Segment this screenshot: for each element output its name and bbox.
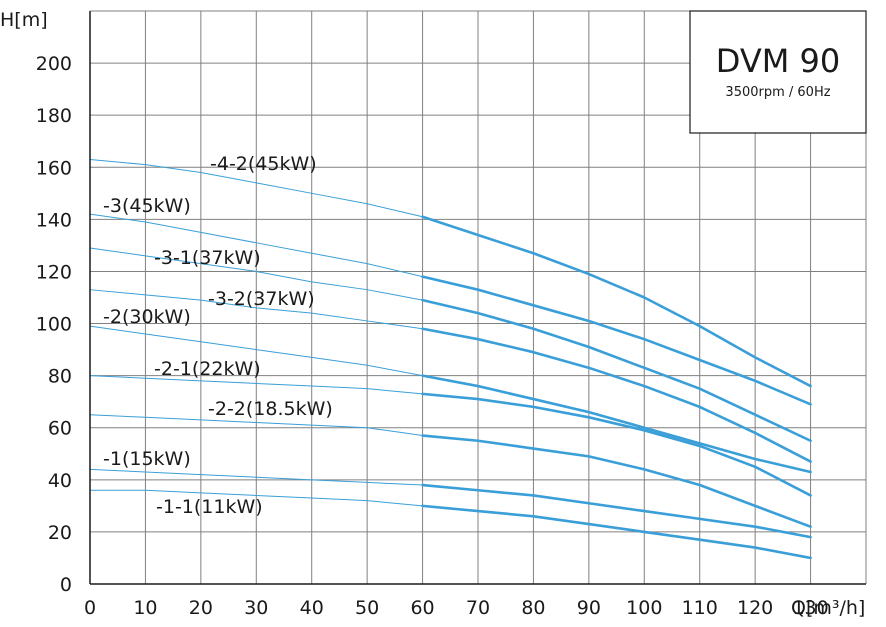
performance-curve-thin [89,158,423,218]
performance-curve-thin [89,325,423,377]
performance-curve-main [421,215,812,388]
curve-label: -2-2(18.5kW) [208,398,333,420]
y-tick-label: 80 [48,366,72,388]
y-tick-label: 120 [36,261,72,283]
performance-curves [89,158,812,560]
performance-curve-thin [89,468,423,486]
y-tick-label: 200 [36,53,72,75]
x-tick-label: 80 [521,597,545,619]
curve-label: -1-1(11kW) [156,496,263,518]
model-title-box: DVM 90 3500rpm / 60Hz [689,10,867,134]
y-tick-label: 60 [48,418,72,440]
performance-curve-thin [89,375,423,395]
performance-curve-thin [89,414,423,437]
x-tick-label: 0 [84,597,96,619]
curve-label: -3(45kW) [103,195,191,217]
y-tick-label: 160 [36,157,72,179]
axes [89,11,866,585]
x-axis-label: Q[m³/h] [791,597,865,619]
y-tick-label: 100 [36,314,72,336]
curve-label: -3-2(37kW) [208,288,315,310]
performance-curve-main [421,504,812,560]
x-tick-label: 110 [682,597,718,619]
y-tick-label: 180 [36,105,72,127]
x-tick-label: 90 [577,597,601,619]
x-tick-label: 30 [244,597,268,619]
curve-label: -2-1(22kW) [154,358,261,380]
performance-curve-main [421,434,812,529]
performance-curve-thin [89,247,423,301]
x-tick-label: 100 [626,597,662,619]
x-tick-label: 120 [737,597,773,619]
curve-labels: -4-2(45kW) -3(45kW) -3-1(37kW) -3-2(37kW) -2… [103,153,333,518]
performance-curve-thin [90,489,423,507]
performance-curve-main [421,483,812,539]
x-tick-label: 130 [792,597,828,619]
curve-label: -3-1(37kW) [154,247,261,269]
x-tick-label: 10 [133,597,157,619]
title-box-frame [689,10,867,134]
y-tick-label: 40 [48,470,72,492]
curve-label: -2(30kW) [103,306,191,328]
curve-label: -4-2(45kW) [210,153,317,175]
tick-labels: 0 10 20 30 40 50 60 70 80 90 100 110 120 130 0 20 40 60 80… [36,53,829,619]
x-tick-label: 70 [466,597,490,619]
y-axis-label: H[m] [0,9,48,31]
performance-curve-main [421,374,812,474]
performance-curve-main [421,275,812,406]
performance-curve-thin [89,213,423,278]
x-tick-label: 40 [300,597,324,619]
curve-label: -1(15kW) [103,448,191,470]
performance-curve-thin [89,289,423,330]
performance-curve-main [421,327,812,463]
chart-title: DVM 90 [716,42,840,80]
chart-subtitle: 3500rpm / 60Hz [725,85,830,100]
y-tick-label: 140 [36,209,72,231]
x-tick-label: 20 [189,597,213,619]
y-tick-label: 0 [60,574,72,596]
y-tick-label: 20 [48,522,72,544]
x-tick-label: 50 [355,597,379,619]
performance-curve-main [421,298,812,443]
x-tick-label: 60 [410,597,434,619]
performance-curve-main [421,392,812,497]
